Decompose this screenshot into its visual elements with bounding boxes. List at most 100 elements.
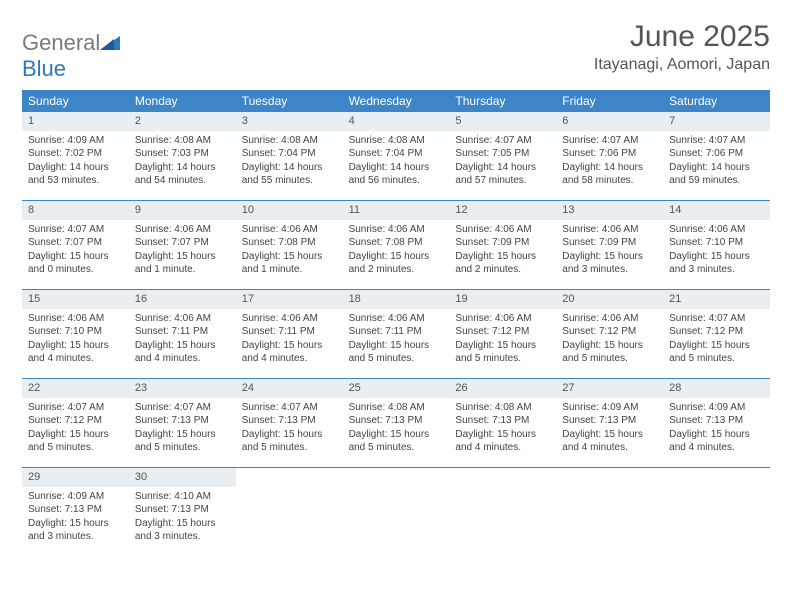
sunset-line: Sunset: 7:12 PM: [455, 325, 550, 339]
sunset-line: Sunset: 7:04 PM: [349, 147, 444, 161]
day-cell: 30Sunrise: 4:10 AMSunset: 7:13 PMDayligh…: [129, 468, 236, 556]
sunset-line: Sunset: 7:12 PM: [562, 325, 657, 339]
day-cell: 26Sunrise: 4:08 AMSunset: 7:13 PMDayligh…: [449, 379, 556, 467]
title-block: June 2025 Itayanagi, Aomori, Japan: [594, 20, 770, 74]
sunrise-line: Sunrise: 4:06 AM: [242, 312, 337, 326]
day-number: 14: [663, 201, 770, 220]
day-content: Sunrise: 4:07 AMSunset: 7:05 PMDaylight:…: [449, 131, 556, 194]
day-content: Sunrise: 4:06 AMSunset: 7:09 PMDaylight:…: [556, 220, 663, 283]
daylight-line: Daylight: 15 hours and 5 minutes.: [349, 339, 444, 366]
daylight-line: Daylight: 15 hours and 5 minutes.: [28, 428, 123, 455]
day-content: Sunrise: 4:08 AMSunset: 7:13 PMDaylight:…: [343, 398, 450, 461]
day-number: 20: [556, 290, 663, 309]
day-number: 1: [22, 112, 129, 131]
day-cell: 9Sunrise: 4:06 AMSunset: 7:07 PMDaylight…: [129, 201, 236, 289]
daylight-line: Daylight: 14 hours and 55 minutes.: [242, 161, 337, 188]
day-number: 30: [129, 468, 236, 487]
day-content: Sunrise: 4:06 AMSunset: 7:10 PMDaylight:…: [22, 309, 129, 372]
sunset-line: Sunset: 7:13 PM: [135, 503, 230, 517]
day-number: 3: [236, 112, 343, 131]
day-content: Sunrise: 4:08 AMSunset: 7:04 PMDaylight:…: [343, 131, 450, 194]
sunset-line: Sunset: 7:11 PM: [349, 325, 444, 339]
day-cell: 17Sunrise: 4:06 AMSunset: 7:11 PMDayligh…: [236, 290, 343, 378]
day-cell: [556, 468, 663, 556]
daylight-line: Daylight: 15 hours and 3 minutes.: [28, 517, 123, 544]
sunrise-line: Sunrise: 4:09 AM: [28, 490, 123, 504]
day-number: 22: [22, 379, 129, 398]
calendar: SundayMondayTuesdayWednesdayThursdayFrid…: [22, 90, 770, 556]
week-row: 15Sunrise: 4:06 AMSunset: 7:10 PMDayligh…: [22, 290, 770, 379]
sunrise-line: Sunrise: 4:07 AM: [669, 134, 764, 148]
sunset-line: Sunset: 7:06 PM: [669, 147, 764, 161]
weekday-header: Friday: [556, 90, 663, 112]
sunset-line: Sunset: 7:07 PM: [28, 236, 123, 250]
day-content: Sunrise: 4:10 AMSunset: 7:13 PMDaylight:…: [129, 487, 236, 550]
sunset-line: Sunset: 7:13 PM: [349, 414, 444, 428]
day-cell: 19Sunrise: 4:06 AMSunset: 7:12 PMDayligh…: [449, 290, 556, 378]
day-number: 29: [22, 468, 129, 487]
day-cell: [663, 468, 770, 556]
sunset-line: Sunset: 7:13 PM: [669, 414, 764, 428]
sunrise-line: Sunrise: 4:07 AM: [562, 134, 657, 148]
day-content: Sunrise: 4:06 AMSunset: 7:11 PMDaylight:…: [236, 309, 343, 372]
day-number: 23: [129, 379, 236, 398]
day-cell: 11Sunrise: 4:06 AMSunset: 7:08 PMDayligh…: [343, 201, 450, 289]
daylight-line: Daylight: 14 hours and 59 minutes.: [669, 161, 764, 188]
day-content: Sunrise: 4:06 AMSunset: 7:07 PMDaylight:…: [129, 220, 236, 283]
day-cell: 27Sunrise: 4:09 AMSunset: 7:13 PMDayligh…: [556, 379, 663, 467]
day-cell: [236, 468, 343, 556]
week-row: 29 Sunrise: 4:09 AM Sunset: 7:13 PM Dayligh…: [22, 468, 770, 556]
daylight-line: Daylight: 15 hours and 0 minutes.: [28, 250, 123, 277]
daylight-line: Daylight: 14 hours and 58 minutes.: [562, 161, 657, 188]
day-cell: 6Sunrise: 4:07 AMSunset: 7:06 PMDaylight…: [556, 112, 663, 200]
logo-triangle-icon: [100, 34, 120, 50]
day-number: 15: [22, 290, 129, 309]
month-title: June 2025: [594, 20, 770, 54]
day-cell: [449, 468, 556, 556]
day-cell: 5Sunrise: 4:07 AMSunset: 7:05 PMDaylight…: [449, 112, 556, 200]
day-content: Sunrise: 4:07 AMSunset: 7:12 PMDaylight:…: [663, 309, 770, 372]
header: General Blue June 2025 Itayanagi, Aomori…: [22, 20, 770, 82]
daylight-line: Daylight: 15 hours and 5 minutes.: [562, 339, 657, 366]
sunrise-line: Sunrise: 4:09 AM: [669, 401, 764, 415]
day-content: Sunrise: 4:06 AMSunset: 7:08 PMDaylight:…: [236, 220, 343, 283]
day-cell: 13Sunrise: 4:06 AMSunset: 7:09 PMDayligh…: [556, 201, 663, 289]
day-number: 12: [449, 201, 556, 220]
week-row: 22Sunrise: 4:07 AMSunset: 7:12 PMDayligh…: [22, 379, 770, 468]
day-cell: 29Sunrise: 4:09 AMSunset: 7:13 PMDayligh…: [22, 468, 129, 556]
sunset-line: Sunset: 7:13 PM: [242, 414, 337, 428]
day-content: Sunrise: 4:07 AMSunset: 7:07 PMDaylight:…: [22, 220, 129, 283]
day-number: 28: [663, 379, 770, 398]
daylight-line: Daylight: 15 hours and 5 minutes.: [135, 428, 230, 455]
day-content: Sunrise: 4:07 AMSunset: 7:13 PMDaylight:…: [236, 398, 343, 461]
sunset-line: Sunset: 7:13 PM: [562, 414, 657, 428]
day-cell: 3Sunrise: 4:08 AMSunset: 7:04 PMDaylight…: [236, 112, 343, 200]
day-cell: 14Sunrise: 4:06 AMSunset: 7:10 PMDayligh…: [663, 201, 770, 289]
daylight-line: Daylight: 15 hours and 5 minutes.: [242, 428, 337, 455]
day-content: Sunrise: 4:09 AMSunset: 7:13 PMDaylight:…: [556, 398, 663, 461]
day-content: Sunrise: 4:06 AMSunset: 7:08 PMDaylight:…: [343, 220, 450, 283]
day-number: 8: [22, 201, 129, 220]
day-number: 17: [236, 290, 343, 309]
sunrise-line: Sunrise: 4:08 AM: [135, 134, 230, 148]
sunrise-line: Sunrise: 4:06 AM: [455, 312, 550, 326]
day-cell: 22Sunrise: 4:07 AMSunset: 7:12 PMDayligh…: [22, 379, 129, 467]
day-content: Sunrise: 4:07 AMSunset: 7:06 PMDaylight:…: [556, 131, 663, 194]
day-number: 10: [236, 201, 343, 220]
sunrise-line: Sunrise: 4:07 AM: [455, 134, 550, 148]
sunset-line: Sunset: 7:08 PM: [242, 236, 337, 250]
day-cell: 8Sunrise: 4:07 AMSunset: 7:07 PMDaylight…: [22, 201, 129, 289]
day-number: 11: [343, 201, 450, 220]
day-content: Sunrise: 4:06 AMSunset: 7:10 PMDaylight:…: [663, 220, 770, 283]
daylight-line: Daylight: 15 hours and 4 minutes.: [562, 428, 657, 455]
day-number: 21: [663, 290, 770, 309]
day-number: 19: [449, 290, 556, 309]
week-row: 1Sunrise: 4:09 AMSunset: 7:02 PMDaylight…: [22, 112, 770, 201]
day-cell: 28 Sunrise: 4:09 AMSunset: 7:13 PMDayligh…: [663, 379, 770, 467]
sunset-line: Sunset: 7:12 PM: [669, 325, 764, 339]
daylight-line: Daylight: 15 hours and 4 minutes.: [669, 428, 764, 455]
day-cell: 16Sunrise: 4:06 AMSunset: 7:11 PMDayligh…: [129, 290, 236, 378]
sunset-line: Sunset: 7:06 PM: [562, 147, 657, 161]
sunset-line: Sunset: 7:07 PM: [135, 236, 230, 250]
day-number: 18: [343, 290, 450, 309]
